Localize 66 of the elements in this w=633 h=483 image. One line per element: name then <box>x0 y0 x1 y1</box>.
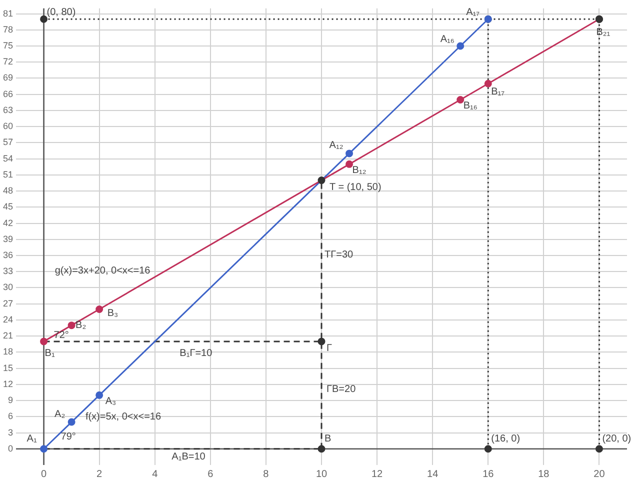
annotation: f(x)=5x, 0<x<=16 <box>85 411 162 422</box>
x-tick-label: 0 <box>41 468 47 480</box>
y-tick-label: 15 <box>2 362 14 373</box>
y-tick-label: 27 <box>2 298 14 308</box>
y-tick-label: 18 <box>2 346 14 357</box>
y-tick-label: 81 <box>2 8 14 18</box>
annotation: A₁ <box>26 434 38 445</box>
y-tick-label: 75 <box>2 40 14 50</box>
y-tick-label: 24 <box>2 314 14 324</box>
annotation: (16, 0) <box>491 434 520 445</box>
y-tick-label: 48 <box>2 186 14 196</box>
annotation: g(x)=3x+20, 0<x<=16 <box>54 266 151 277</box>
annotation: A₁₆ <box>440 34 454 45</box>
y-tick-label: 66 <box>2 88 14 99</box>
annotation: T = (10, 50) <box>330 182 382 194</box>
annotation: B₁₆ <box>463 100 478 112</box>
annotation: Β <box>324 434 332 445</box>
x-tick-label: 2 <box>96 468 103 480</box>
y-tick-label: 57 <box>2 137 14 148</box>
annotation: B₂₁ <box>596 26 611 38</box>
y-tick-label: 33 <box>2 266 14 276</box>
annotation: A₃ <box>105 396 116 407</box>
y-tick-label: 39 <box>2 234 14 244</box>
y-tick-label: 12 <box>2 378 14 389</box>
y-tick-label: 60 <box>2 121 14 132</box>
annotation: 72° <box>54 330 69 342</box>
annotation: ΤΓ=30 <box>324 250 354 261</box>
y-tick-label: 69 <box>2 72 14 83</box>
x-tick-label: 12 <box>371 468 384 480</box>
annotation: (0, 80) <box>46 6 76 18</box>
x-tick-label: 18 <box>538 468 550 480</box>
annotation: B₃ <box>107 308 118 319</box>
annotation: (20, 0) <box>602 434 632 445</box>
y-tick-label: 54 <box>2 153 14 164</box>
x-tick-label: 8 <box>263 468 270 480</box>
x-tick-label: 20 <box>594 468 606 480</box>
y-tick-label: 30 <box>2 282 14 292</box>
annotation: Β₁Γ=10 <box>180 348 213 360</box>
y-tick-label: 72 <box>2 56 14 67</box>
x-tick-label: 14 <box>427 468 439 480</box>
annotation: B₁₇ <box>491 86 506 98</box>
annotation: 79° <box>60 432 76 443</box>
y-tick-label: 3 <box>8 427 14 438</box>
annotation: A₂ <box>54 408 66 420</box>
x-tick-label: 10 <box>316 468 328 480</box>
y-tick-label: 51 <box>2 169 14 180</box>
y-tick-label: 63 <box>2 104 14 115</box>
y-tick-label: 36 <box>2 250 14 260</box>
y-tick-label: 45 <box>2 202 14 212</box>
y-tick-label: 78 <box>2 24 14 34</box>
annotation: A₁Β=10 <box>172 452 206 463</box>
annotation: B₂ <box>76 320 86 332</box>
annotation: B₁ <box>44 348 56 360</box>
annotation: B₁₂ <box>352 164 366 176</box>
annotation: A₁₇ <box>466 6 480 18</box>
y-tick-label: 21 <box>2 330 14 341</box>
y-tick-label: 6 <box>8 411 14 422</box>
y-tick-label: 42 <box>2 218 14 228</box>
x-tick-label: 6 <box>208 468 214 480</box>
annotation: ΓΒ=20 <box>326 384 356 395</box>
y-tick-label: 0 <box>8 443 14 454</box>
x-tick-label: 4 <box>152 468 158 480</box>
y-tick-label: 9 <box>8 395 14 406</box>
x-tick-label: 16 <box>482 468 494 480</box>
annotation: Γ <box>326 343 333 354</box>
annotation: A₁₂ <box>329 140 344 152</box>
